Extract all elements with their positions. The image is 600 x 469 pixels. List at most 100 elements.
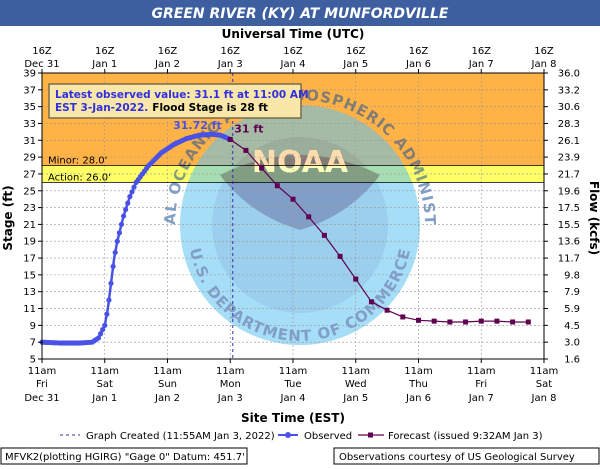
y2-tick-label: 33.2: [558, 85, 580, 96]
observed-point: [123, 206, 129, 213]
observed-point: [104, 311, 110, 317]
y2-tick-label: 19.6: [558, 186, 580, 197]
y2-tick-label: 9.8: [564, 270, 580, 281]
bottom-tick-day: Sat: [536, 379, 552, 390]
forecast-point: [259, 165, 265, 171]
minor-threshold-label: Minor: 28.0': [48, 156, 107, 167]
bottom-tick-date: Jan 2: [154, 393, 180, 404]
bottom-tick-time: 11am: [467, 366, 496, 377]
y2-tick-label: 1.6: [564, 355, 580, 366]
y-tick-label: 19: [23, 237, 36, 248]
observed-point: [120, 213, 127, 219]
y-tick-label: 7: [30, 338, 36, 349]
observed-point: [114, 238, 120, 244]
bottom-tick-day: Fri: [36, 379, 48, 390]
peak-label: 31.72 ft: [173, 119, 222, 132]
bottom-tick-day: Sat: [97, 379, 113, 390]
bottom-tick-day: Tue: [283, 379, 301, 390]
forecast-point: [227, 136, 233, 142]
info-line-2-date: EST 3-Jan-2022.: [55, 102, 148, 114]
observed-point: [118, 221, 125, 228]
forecast-point: [243, 147, 249, 153]
y-tick-label: 11: [23, 304, 36, 315]
watermark-center-text: NOAA: [252, 145, 349, 180]
y2-tick-label: 21.7: [558, 169, 580, 180]
bottom-tick-time: 11am: [28, 366, 57, 377]
y2-tick-label: 26.1: [558, 136, 580, 147]
observed-point: [125, 200, 131, 206]
top-tick-hour: 16Z: [95, 46, 115, 57]
forecast-point: [416, 317, 421, 323]
y2-tick-label: 4.5: [564, 321, 580, 332]
top-tick-hour: 16Z: [158, 46, 178, 57]
top-tick-hour: 16Z: [534, 46, 554, 57]
y-tick-label: 23: [23, 203, 36, 214]
bottom-tick-day: Mon: [220, 379, 241, 390]
info-line-1: Latest observed value: 31.1 ft at 11:00 …: [55, 89, 308, 101]
bottom-tick-date: Jan 1: [91, 393, 117, 404]
legend-created-label: Graph Created (11:55AM Jan 3, 2022): [86, 431, 275, 442]
legend-forecast-label: Forecast (issued 9:32AM Jan 3): [388, 431, 543, 442]
bottom-tick-date: Jan 8: [531, 393, 557, 404]
observed-point: [110, 263, 116, 270]
bottom-tick-time: 11am: [279, 366, 308, 377]
y-tick-label: 9: [30, 321, 36, 332]
y2-tick-label: 36.0: [558, 69, 580, 80]
bottom-tick-day: Wed: [345, 379, 367, 390]
y2-tick-label: 23.9: [558, 153, 580, 164]
forecast-point: [510, 319, 516, 325]
title-bar: [0, 0, 600, 26]
bottom-tick-time: 11am: [153, 366, 182, 377]
top-tick-hour: 16Z: [346, 46, 366, 57]
y2-tick-label: 7.9: [564, 287, 580, 298]
y2-tick-label: 5.9: [564, 304, 580, 315]
bottom-tick-date: Dec 31: [24, 393, 59, 404]
top-tick-hour: 16Z: [471, 46, 491, 57]
top-tick-date: Jan 3: [217, 59, 243, 70]
observed-point: [112, 249, 118, 256]
y2-tick-label: 28.3: [558, 119, 580, 130]
top-tick-date: Jan 4: [280, 59, 306, 70]
bottom-tick-date: Jan 4: [280, 393, 306, 404]
top-tick-date: Jan 7: [468, 59, 494, 70]
bottom-tick-date: Jan 6: [405, 393, 431, 404]
forecast-point: [353, 276, 359, 282]
y2-tick-label: 30.6: [558, 102, 580, 113]
legend: Graph Created (11:55AM Jan 3, 2022) Obse…: [60, 431, 543, 442]
bottom-tick-day: Thu: [408, 379, 428, 390]
chart-title: GREEN RIVER (KY) AT MUNFORDVILLE: [152, 6, 449, 22]
bottom-tick-time: 11am: [90, 366, 119, 377]
top-tick-date: Jan 2: [154, 59, 180, 70]
forecast-point: [290, 196, 296, 202]
forecast-series-line: [229, 138, 529, 323]
top-tick-hour: 16Z: [283, 46, 303, 57]
forecast-point: [400, 314, 406, 320]
forecast-point: [447, 319, 453, 325]
y-tick-label: 21: [23, 220, 36, 231]
info-box-frame: [48, 83, 302, 119]
y2-tick-label: 3.0: [564, 338, 580, 349]
observed-point: [129, 189, 135, 195]
forecast-point: [478, 318, 484, 324]
bottom-tick-day: Fri: [475, 379, 487, 390]
y-axis-label: Stage (ft): [1, 185, 15, 250]
footer-right-box: [333, 447, 600, 465]
forecast-point: [384, 307, 390, 313]
top-tick-date: Dec 31: [24, 59, 59, 70]
bottom-tick-time: 11am: [404, 366, 433, 377]
footer-left-text: MFVK2(plotting HGIRG) "Gage 0" Datum: 45…: [5, 452, 245, 463]
observed-point: [116, 230, 122, 236]
forecast-point: [368, 299, 374, 305]
axis-ticks: 5 1.6 7 3.0 9 4.5 11 5.9 13 7.9 15 9.8 17 11.7 19 13.6 2…: [23, 46, 580, 404]
forecast-start-label: 31 ft: [234, 122, 263, 135]
forecast-point: [525, 319, 531, 325]
y-tick-label: 31: [23, 136, 36, 147]
bottom-tick-time: 11am: [216, 366, 245, 377]
observed-point: [95, 335, 102, 341]
forecast-point: [306, 214, 312, 220]
action-threshold-label: Action: 26.0': [48, 172, 111, 183]
info-line-2: EST 3-Jan-2022. Flood Stage is 28 ft: [55, 102, 268, 114]
forecast-point: [494, 318, 500, 324]
